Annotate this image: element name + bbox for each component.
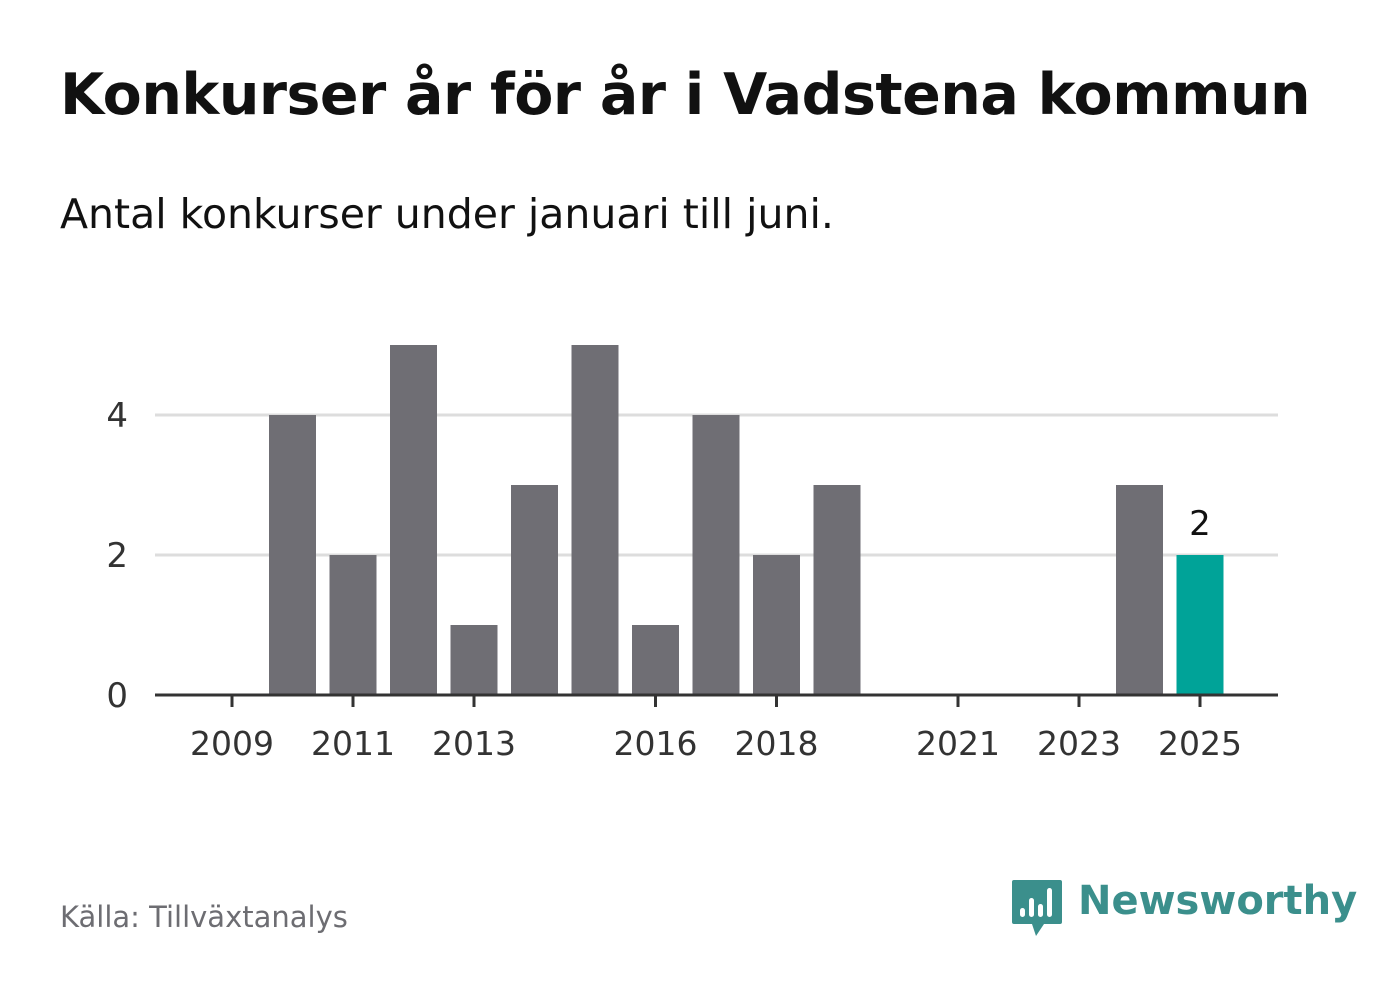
x-tick-label: 2009 bbox=[190, 724, 274, 763]
bar bbox=[813, 485, 861, 695]
bar bbox=[329, 555, 377, 695]
bar-layer bbox=[269, 345, 1224, 695]
x-tick-label: 2021 bbox=[916, 724, 1000, 763]
x-tick-label: 2011 bbox=[311, 724, 395, 763]
bar bbox=[753, 555, 800, 695]
bar bbox=[692, 415, 740, 695]
chart-subtitle: Antal konkurser under januari till juni. bbox=[60, 190, 834, 238]
bar bbox=[1116, 485, 1163, 695]
y-tick-label: 2 bbox=[106, 536, 128, 576]
axis-layer bbox=[155, 693, 1278, 707]
bar bbox=[632, 625, 679, 695]
source-note: Källa: Tillväxtanalys bbox=[60, 900, 348, 934]
x-tick-label: 2013 bbox=[432, 724, 516, 763]
chart-title: Konkurser år för år i Vadstena kommun bbox=[60, 62, 1311, 128]
bar bbox=[511, 485, 558, 695]
label-layer: 0 2 4 2009 2011 2013 2016 2018 2021 2023 2025 2 bbox=[106, 396, 1242, 763]
x-tick-label: 2016 bbox=[614, 724, 698, 763]
x-tick-label: 2018 bbox=[735, 724, 819, 763]
y-tick-label: 0 bbox=[106, 676, 128, 716]
data-label: 2 bbox=[1189, 504, 1211, 544]
y-tick-label: 4 bbox=[106, 396, 128, 436]
x-tick-label: 2025 bbox=[1158, 724, 1242, 763]
brand-name: Newsworthy bbox=[1078, 878, 1358, 924]
newsworthy-bar-chart-speech-bubble-icon bbox=[1012, 880, 1062, 936]
bar bbox=[390, 345, 437, 695]
bar bbox=[450, 625, 498, 695]
brand-logo: Newsworthy bbox=[1010, 878, 1357, 940]
bar bbox=[1176, 555, 1224, 695]
x-tick-label: 2023 bbox=[1037, 724, 1121, 763]
bar bbox=[269, 415, 316, 695]
bar bbox=[571, 345, 619, 695]
